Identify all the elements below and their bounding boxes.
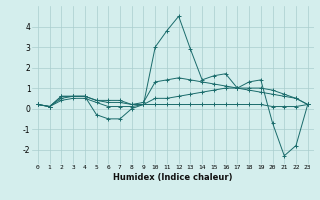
X-axis label: Humidex (Indice chaleur): Humidex (Indice chaleur) bbox=[113, 173, 233, 182]
